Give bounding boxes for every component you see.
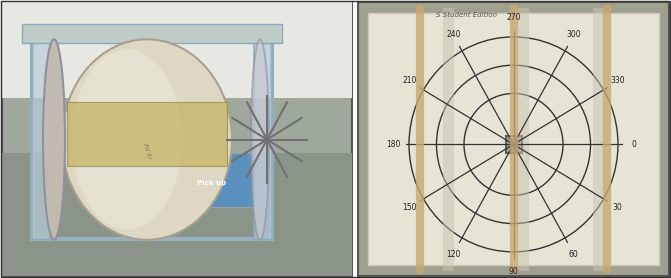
Bar (67, 102, 227, 167)
Bar (2, 2, 352, 98)
Bar (505, 136, 521, 153)
Bar (32, 40, 50, 239)
Text: 240: 240 (446, 30, 461, 39)
Bar (160, 153, 264, 207)
Ellipse shape (251, 39, 269, 240)
Text: 30: 30 (613, 203, 622, 212)
Text: 330: 330 (610, 76, 625, 85)
Text: Pick up: Pick up (197, 180, 227, 186)
Text: 0: 0 (631, 140, 636, 149)
Ellipse shape (62, 39, 232, 240)
Text: 120: 120 (446, 250, 461, 259)
Bar (2, 2, 352, 276)
Text: 210: 210 (403, 76, 417, 85)
Bar (254, 40, 272, 239)
Bar (358, 2, 669, 276)
Text: 70 7/: 70 7/ (142, 142, 152, 159)
Text: 180: 180 (386, 140, 401, 149)
Text: S Student Edition: S Student Edition (436, 12, 497, 18)
Ellipse shape (43, 39, 65, 240)
Bar (2, 153, 352, 276)
Text: 300: 300 (566, 30, 581, 39)
Ellipse shape (72, 49, 183, 230)
Text: 60: 60 (568, 250, 578, 259)
Text: 150: 150 (403, 203, 417, 212)
Text: 270: 270 (506, 13, 521, 22)
Bar (32, 40, 272, 239)
Bar (22, 24, 282, 43)
Bar (368, 13, 659, 265)
Text: 90: 90 (509, 267, 519, 276)
